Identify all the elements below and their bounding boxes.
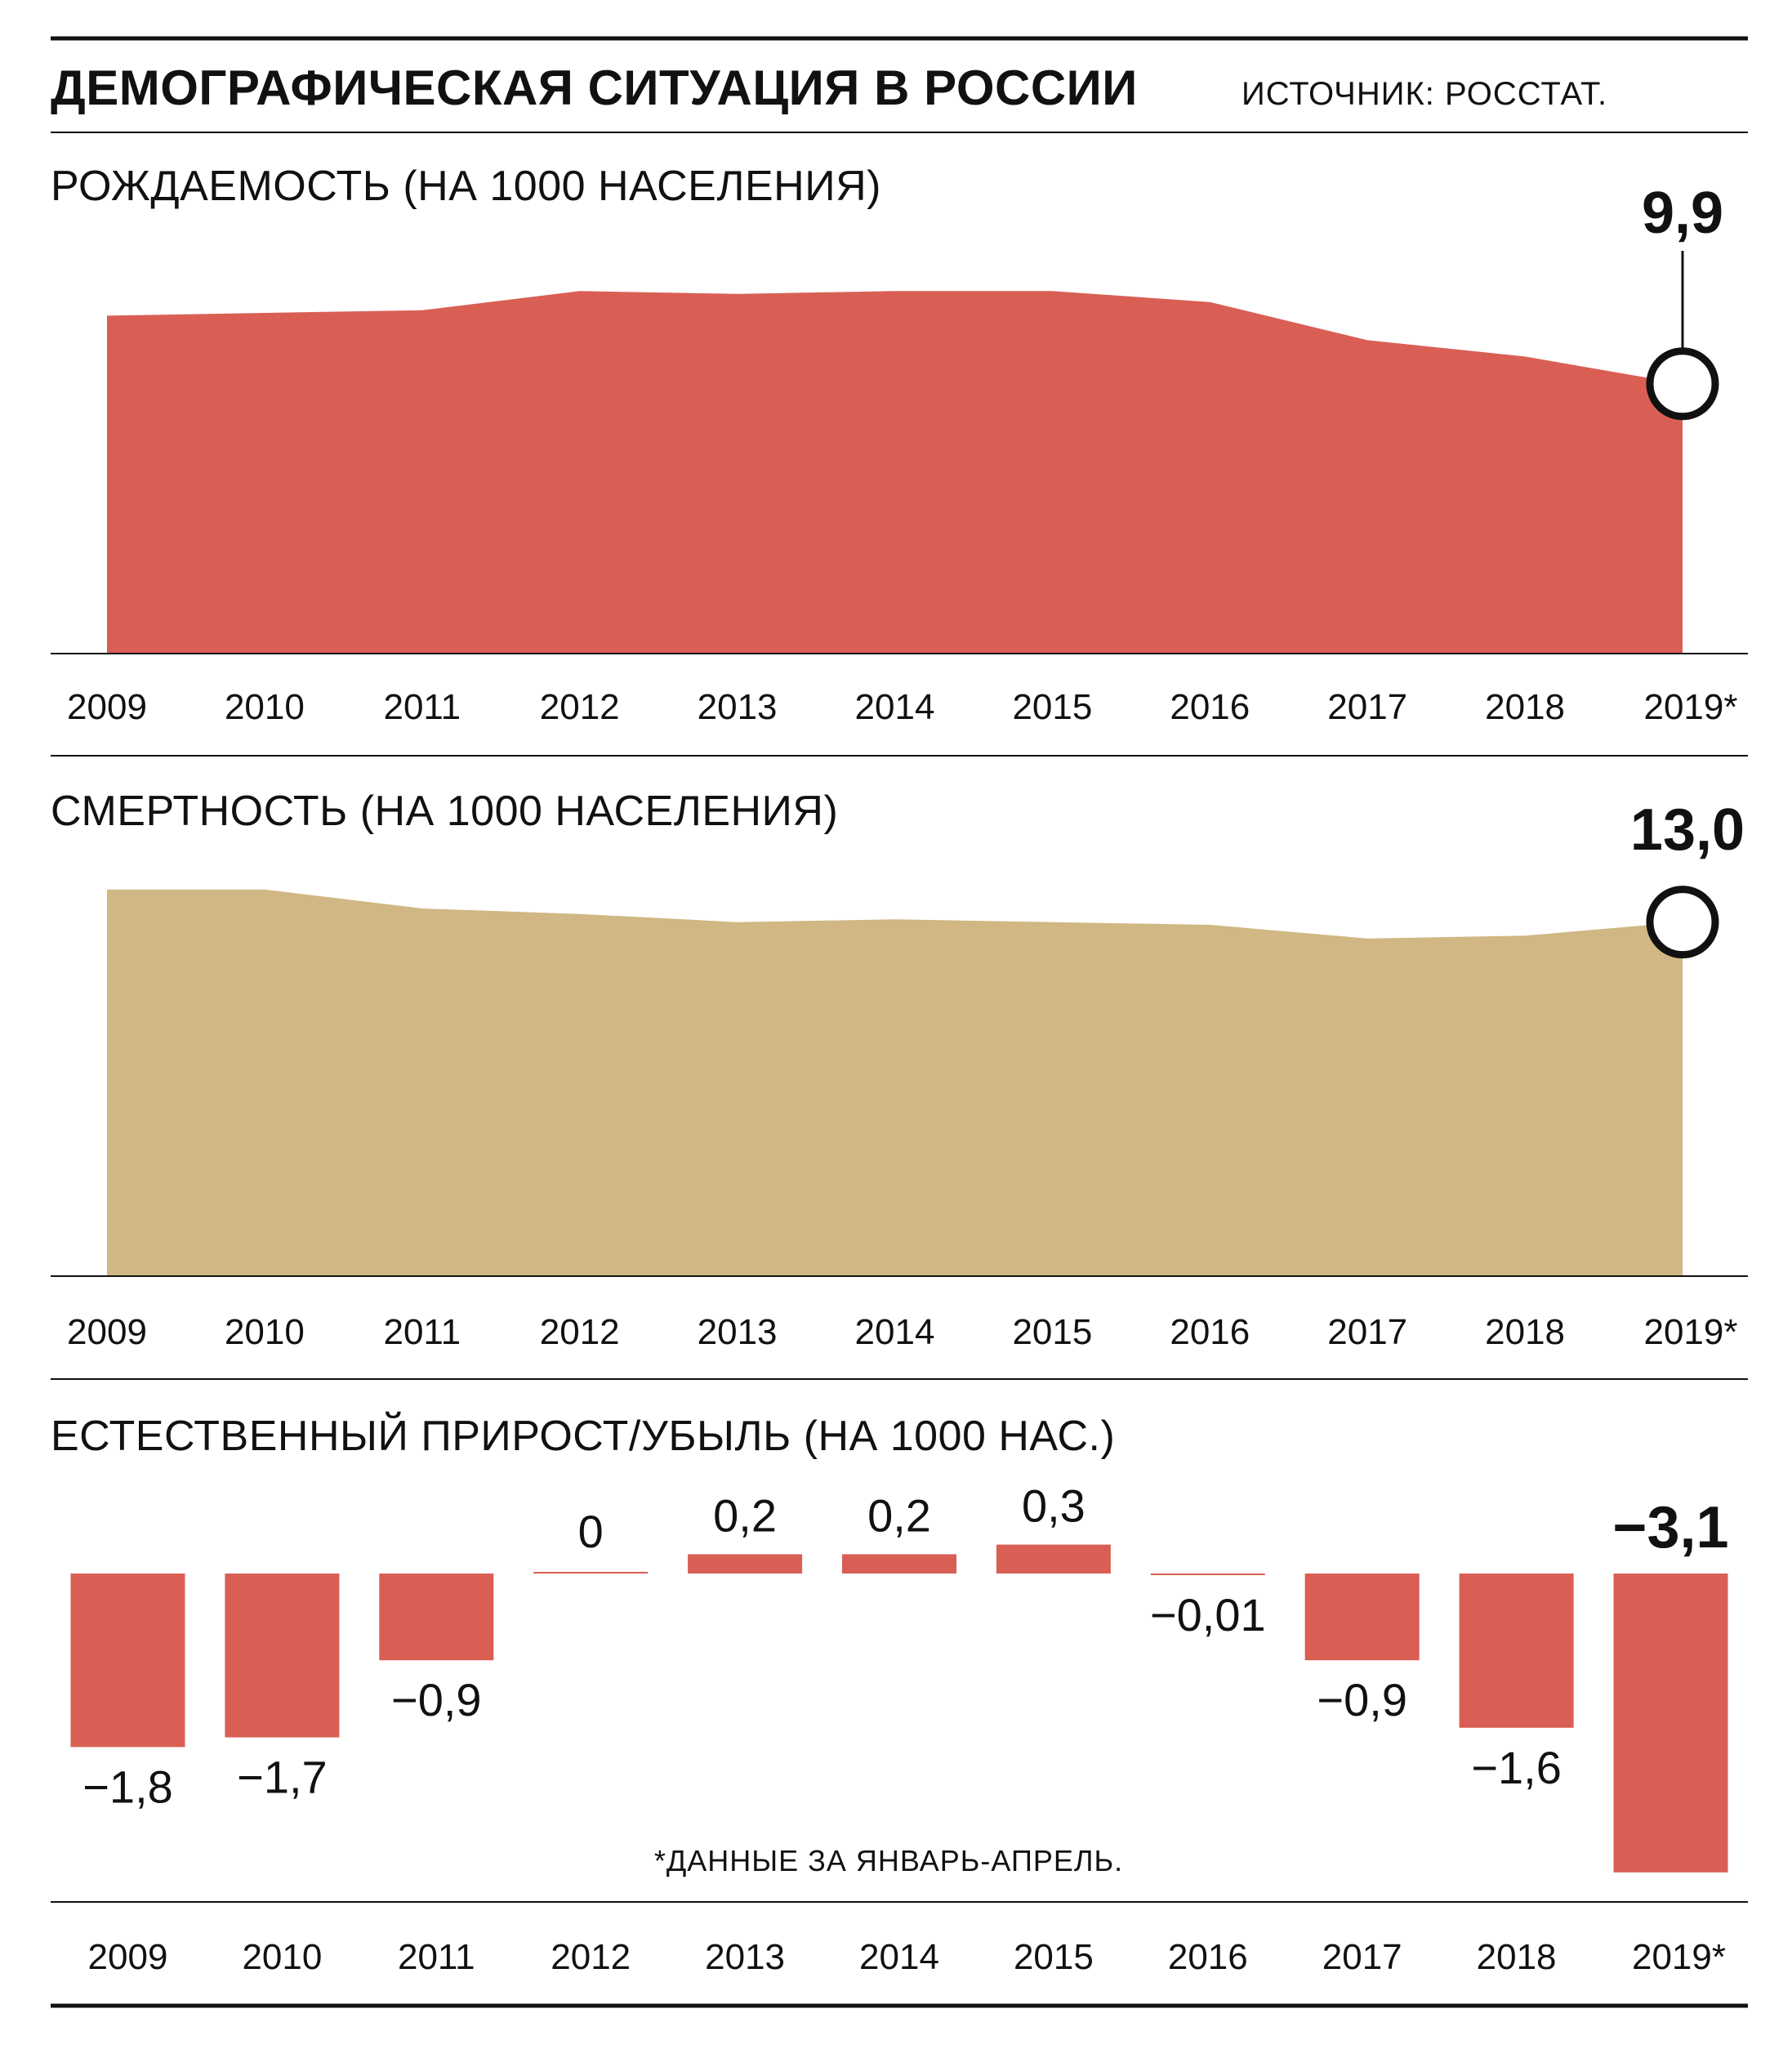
death-rate-tick-label: 2019* [1643, 1312, 1737, 1352]
death-rate-tick-label: 2013 [698, 1312, 778, 1352]
natural-change-value-label: −1,7 [237, 1752, 328, 1803]
natural-change-tick-label: 2012 [551, 1937, 631, 1977]
birth-rate-x-axis: 2009 2010 2011 2012 2013 2014 2015 2016 2017 2018… [67, 687, 1737, 727]
natural-change-bar [225, 1574, 340, 1738]
birth-rate-tick-label: 2019* [1643, 687, 1737, 727]
natural-change-tick-label: 2009 [88, 1937, 168, 1977]
death-rate-x-axis: 2009 2010 2011 2012 2013 2014 2015 2016 2017 2018… [67, 1312, 1737, 1352]
natural-change-value-label: 0 [578, 1506, 604, 1557]
natural-change-tick-label: 2015 [1014, 1937, 1094, 1977]
natural-change-value-label: −1,8 [82, 1761, 173, 1812]
natural-change-bar [842, 1554, 956, 1574]
natural-change-value-label: 0,3 [1022, 1480, 1085, 1532]
natural-change-value-labels: −1,8 −1,7 −0,9 0 0,2 0,2 0,3 −0,01 −0,9 −1,6 −3,1 [82, 1480, 1728, 1813]
natural-change-bar [1304, 1574, 1420, 1661]
natural-change-value-label: 0,2 [713, 1489, 777, 1541]
birth-rate-tick-label: 2016 [1170, 687, 1250, 727]
death-rate-latest-value: 13,0 [1630, 797, 1745, 863]
birth-rate-title: РОЖДАЕМОСТЬ (НА 1000 НАСЕЛЕНИЯ) [51, 163, 881, 210]
birth-rate-tick-label: 2012 [540, 687, 620, 727]
death-rate-tick-label: 2017 [1327, 1312, 1407, 1352]
natural-change-bar [1459, 1574, 1574, 1728]
birth-rate-panel: РОЖДАЕМОСТЬ (НА 1000 НАСЕЛЕНИЯ) 9,9 2009… [51, 163, 1748, 727]
natural-change-tick-label: 2013 [705, 1937, 785, 1977]
death-rate-tick-label: 2012 [540, 1312, 620, 1352]
death-rate-latest-marker [1646, 886, 1719, 959]
death-rate-tick-label: 2016 [1170, 1312, 1250, 1352]
death-rate-area [107, 889, 1683, 1276]
natural-change-tick-label: 2016 [1168, 1937, 1248, 1977]
natural-change-bar [70, 1574, 185, 1748]
footnote: *ДАННЫЕ ЗА ЯНВАРЬ-АПРЕЛЬ. [654, 1844, 1123, 1877]
birth-rate-latest-value: 9,9 [1642, 181, 1723, 246]
natural-change-value-label: −3,1 [1612, 1495, 1728, 1560]
natural-change-bar [533, 1572, 649, 1574]
birth-rate-latest-marker [1646, 347, 1719, 421]
death-rate-tick-label: 2015 [1012, 1312, 1092, 1352]
birth-rate-tick-label: 2014 [855, 687, 935, 727]
natural-change-panel: ЕСТЕСТВЕННЫЙ ПРИРОСТ/УБЫЛЬ (НА 1000 НАС.… [51, 1412, 1748, 1977]
natural-change-bar [996, 1544, 1111, 1574]
natural-change-bars [70, 1544, 1728, 1873]
natural-change-tick-label: 2018 [1477, 1937, 1557, 1977]
birth-rate-tick-label: 2017 [1327, 687, 1407, 727]
birth-rate-area [107, 291, 1683, 654]
natural-change-tick-label: 2017 [1322, 1937, 1402, 1977]
birth-rate-tick-label: 2018 [1485, 687, 1565, 727]
natural-change-bar [1613, 1574, 1728, 1873]
birth-rate-highlight: 9,9 [1642, 181, 1723, 421]
natural-change-tick-label: 2010 [242, 1937, 322, 1977]
natural-change-tick-label: 2014 [859, 1937, 939, 1977]
page-title: ДЕМОГРАФИЧЕСКАЯ СИТУАЦИЯ В РОССИИ [51, 60, 1138, 115]
birth-rate-tick-label: 2009 [67, 687, 147, 727]
natural-change-x-axis: 2009 2010 2011 2012 2013 2014 2015 2016 2017 2018… [88, 1937, 1726, 1977]
natural-change-value-label: −0,9 [1317, 1674, 1407, 1725]
death-rate-tick-label: 2010 [225, 1312, 305, 1352]
natural-change-title: ЕСТЕСТВЕННЫЙ ПРИРОСТ/УБЫЛЬ (НА 1000 НАС.… [51, 1412, 1115, 1460]
death-rate-tick-label: 2011 [383, 1312, 461, 1352]
death-rate-tick-label: 2009 [67, 1312, 147, 1352]
natural-change-tick-label: 2019* [1632, 1937, 1726, 1977]
source-note: ИСТОЧНИК: РОССТАТ. [1241, 76, 1607, 112]
birth-rate-tick-label: 2011 [383, 687, 461, 727]
death-rate-highlight: 13,0 [1630, 797, 1745, 959]
natural-change-value-label: 0,2 [867, 1489, 931, 1541]
natural-change-bar [688, 1554, 803, 1574]
birth-rate-tick-label: 2015 [1012, 687, 1092, 727]
natural-change-tick-label: 2011 [398, 1937, 475, 1977]
natural-change-value-label: −0,01 [1150, 1589, 1266, 1641]
death-rate-panel: СМЕРТНОСТЬ (НА 1000 НАСЕЛЕНИЯ) 13,0 2009… [51, 788, 1748, 1352]
natural-change-value-label: −0,9 [391, 1674, 482, 1725]
natural-change-bar [1150, 1574, 1265, 1575]
birth-rate-tick-label: 2013 [698, 687, 778, 727]
death-rate-tick-label: 2014 [855, 1312, 935, 1352]
birth-rate-tick-label: 2010 [225, 687, 305, 727]
death-rate-tick-label: 2018 [1485, 1312, 1565, 1352]
natural-change-bar [379, 1574, 494, 1661]
natural-change-value-label: −1,6 [1471, 1742, 1562, 1793]
death-rate-title: СМЕРТНОСТЬ (НА 1000 НАСЕЛЕНИЯ) [51, 788, 838, 835]
